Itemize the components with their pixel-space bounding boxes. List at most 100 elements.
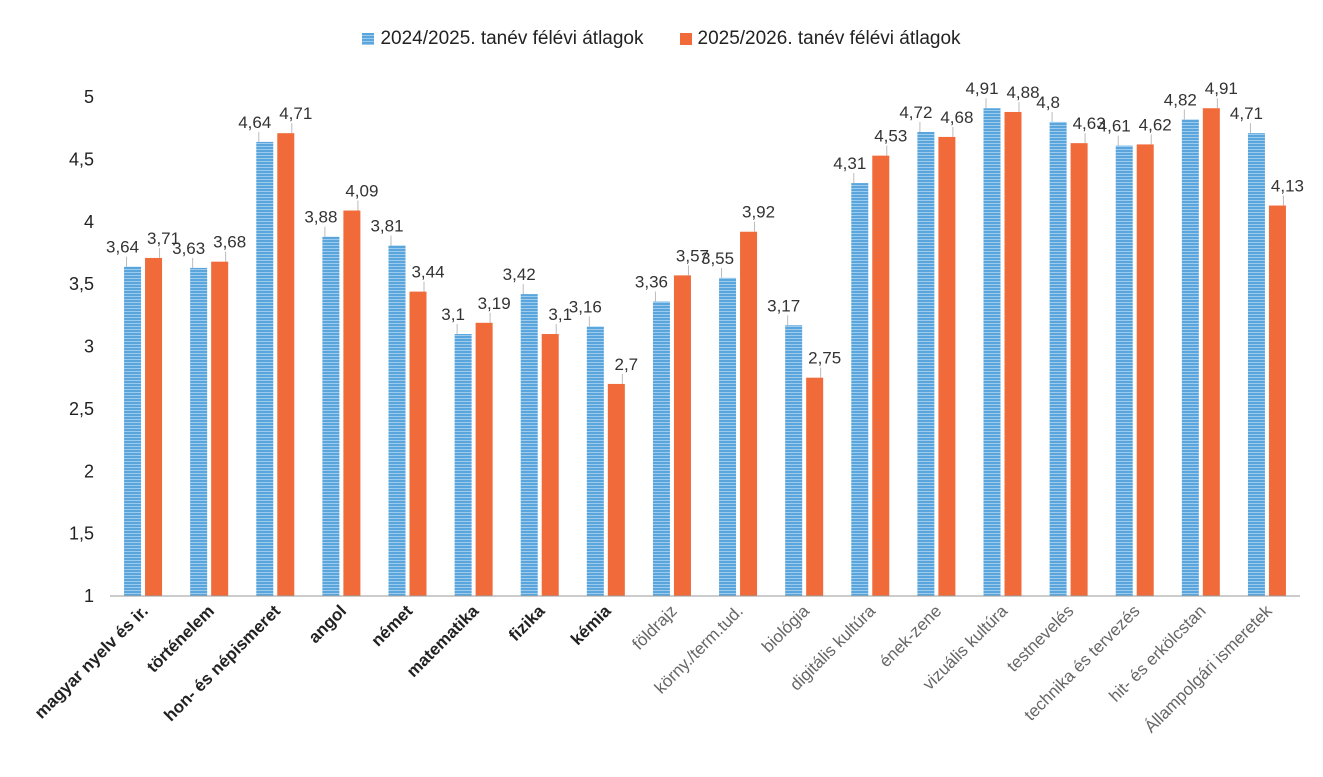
data-label-series1: 3,81 [370, 216, 403, 235]
data-label-series2: 4,68 [940, 108, 973, 127]
y-tick-label: 5 [84, 87, 94, 107]
bar-series2 [607, 383, 625, 596]
data-label-series2: 3,68 [213, 233, 246, 252]
bar-series1 [785, 325, 803, 596]
bar-series1 [719, 277, 737, 596]
data-label-series2: 3,71 [147, 229, 180, 248]
legend-label-series1: 2024/2025. tanév félévi átlagok [380, 28, 644, 49]
data-label-series2: 3,19 [478, 294, 511, 313]
y-tick-label: 3 [84, 337, 94, 357]
data-label-series1: 3,17 [767, 296, 800, 315]
x-category-label: technika és tervezés [1021, 601, 1144, 724]
bar-series1 [520, 294, 538, 596]
bar-series1 [124, 266, 142, 596]
x-category-label: kémia [567, 601, 615, 649]
data-label-series2: 4,63 [1073, 114, 1106, 133]
bar-series1 [917, 131, 935, 596]
legend-item-series2: 2025/2026. tanév félévi átlagok [679, 28, 961, 50]
bar-series1 [1181, 119, 1199, 596]
x-category-label: angol [305, 601, 350, 646]
y-tick-label: 1,5 [69, 524, 94, 544]
bar-series1 [1247, 133, 1265, 597]
data-label-series2: 4,71 [279, 104, 312, 123]
data-label-series1: 3,42 [503, 265, 536, 284]
y-axis: 1 1,5 2 2,5 3 3,5 4 4,5 5 [69, 87, 94, 606]
data-label-series2: 4,88 [1006, 83, 1039, 102]
x-category-label: földrajz [629, 601, 681, 653]
data-label-series2: 3,1 [548, 305, 572, 324]
x-category-label: fizika [505, 601, 549, 645]
y-tick-label: 3,5 [69, 274, 94, 294]
bar-series2 [541, 334, 559, 596]
bar-series2 [409, 291, 427, 596]
bar-series2 [673, 275, 691, 596]
chart-legend: 2024/2025. tanév félévi átlagok 2025/202… [0, 28, 1323, 50]
data-label-series2: 2,7 [615, 355, 639, 374]
x-category-label: Állampolgári ismeretek [1141, 601, 1276, 736]
data-label-series2: 4,53 [874, 127, 907, 146]
bar-series1 [256, 141, 274, 596]
x-category-label: ének-zene [876, 601, 946, 671]
bar-series1 [1049, 121, 1067, 596]
data-label-series1: 3,64 [106, 238, 139, 257]
bar-series2 [475, 322, 493, 596]
bar-series2 [145, 257, 163, 596]
data-label-series1: 3,55 [701, 249, 734, 268]
legend-item-series1: 2024/2025. tanév félévi átlagok [362, 28, 644, 50]
data-label-series2: 4,13 [1271, 177, 1304, 196]
y-tick-label: 4,5 [69, 149, 94, 169]
data-label-series1: 3,1 [441, 305, 465, 324]
bar-series2 [211, 261, 229, 596]
data-label-series1: 4,72 [899, 103, 932, 122]
data-label-series1: 3,16 [569, 298, 602, 317]
y-tick-label: 1 [84, 586, 94, 606]
x-category-label: német [367, 601, 416, 650]
data-label-series2: 3,57 [676, 246, 709, 265]
bar-series2 [1004, 111, 1022, 596]
y-tick-label: 4 [84, 212, 94, 232]
data-label-series1: 3,36 [635, 273, 668, 292]
x-category-label: hon- és népismeret [160, 601, 284, 725]
data-label-series2: 4,91 [1205, 79, 1238, 98]
data-label-series2: 2,75 [808, 349, 841, 368]
data-label-series1: 4,91 [965, 79, 998, 98]
bar-series2 [343, 210, 361, 596]
bar-series2 [740, 231, 758, 597]
x-category-label: biológia [758, 601, 813, 656]
bar-series1 [190, 267, 208, 596]
data-label-series1: 4,61 [1098, 117, 1131, 136]
y-tick-label: 2,5 [69, 399, 94, 419]
x-category-label: matematika [403, 601, 483, 681]
legend-swatch-series2 [679, 33, 692, 45]
bar-series2 [806, 377, 824, 596]
x-category-label: magyar nyelv és ir. [31, 601, 152, 722]
bar-series1 [454, 334, 472, 596]
data-label-series2: 4,62 [1139, 115, 1172, 134]
data-label-series1: 3,63 [172, 239, 205, 258]
data-label-series2: 4,09 [345, 182, 378, 201]
bar-series2 [277, 133, 295, 597]
bar-series1 [652, 301, 670, 596]
bar-series2 [938, 136, 956, 597]
bar-series1 [322, 236, 340, 596]
legend-label-series2: 2025/2026. tanév félévi átlagok [697, 28, 961, 49]
data-label-series1: 4,71 [1230, 104, 1263, 123]
y-tick-label: 2 [84, 461, 94, 481]
bar-series1 [586, 326, 604, 596]
data-label-series1: 3,88 [304, 208, 337, 227]
data-label-series1: 4,64 [238, 113, 271, 132]
bars: 3,64 3,713,63 3,68 4,64 4,71 3,88 4,09 3,81 3,44… [106, 79, 1304, 597]
data-label-series2: 3,44 [411, 263, 444, 282]
bar-series2 [1268, 205, 1286, 596]
data-label-series2: 3,92 [742, 203, 775, 222]
data-label-series1: 4,8 [1036, 93, 1060, 112]
data-label-series1: 4,82 [1164, 90, 1197, 109]
bar-series1 [388, 245, 406, 596]
bar-series2 [1070, 143, 1088, 596]
data-label-series1: 4,31 [833, 154, 866, 173]
bar-series1 [851, 183, 869, 596]
bar-series2 [1136, 144, 1154, 596]
bar-series2 [872, 155, 890, 596]
